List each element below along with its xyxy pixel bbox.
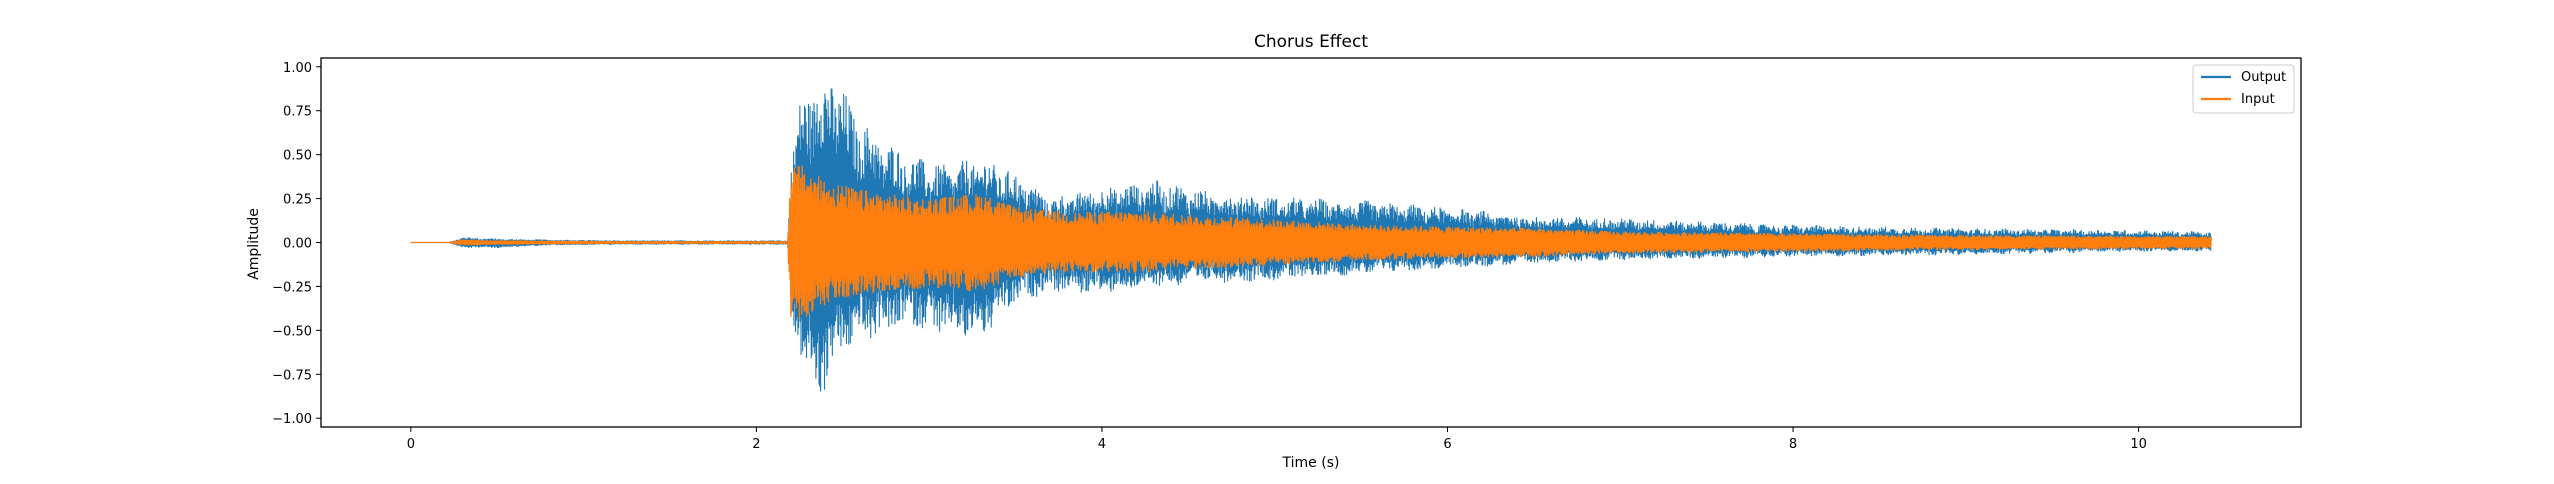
legend-label-input: Input — [2241, 92, 2275, 107]
x-tick-label: 6 — [1443, 437, 1451, 452]
y-tick-label: 0.75 — [283, 105, 312, 120]
y-tick-label: −0.50 — [272, 324, 312, 339]
y-tick-layer: −1.00 −0.75 −0.50 −0.25 0.00 0.25 0.50 0.75 1.00 — [272, 61, 321, 427]
x-tick-label: 0 — [407, 437, 415, 452]
y-tick-label: 0.50 — [283, 149, 312, 164]
y-tick-label: −0.25 — [272, 280, 312, 295]
x-tick-label: 2 — [752, 437, 760, 452]
legend: Output Input — [2192, 64, 2295, 114]
y-tick-label: 1.00 — [283, 61, 312, 76]
series-layer — [410, 88, 2212, 392]
y-tick-label: −0.75 — [272, 368, 312, 383]
x-tick-label: 8 — [1789, 437, 1797, 452]
x-tick-label: 10 — [2130, 437, 2147, 452]
x-axis-label: Time (s) — [1282, 455, 1340, 471]
x-tick-label: 4 — [1098, 437, 1106, 452]
y-tick-label: 0.00 — [283, 237, 312, 252]
series-line-input — [410, 165, 2212, 319]
legend-label-output: Output — [2241, 70, 2286, 85]
x-tick-layer: 0 2 4 6 8 10 — [407, 427, 2147, 452]
y-axis-label: Amplitude — [246, 208, 262, 280]
y-tick-label: −1.00 — [272, 412, 312, 427]
y-tick-label: 0.25 — [283, 193, 312, 208]
chart-title: Chorus Effect — [1254, 32, 1368, 52]
